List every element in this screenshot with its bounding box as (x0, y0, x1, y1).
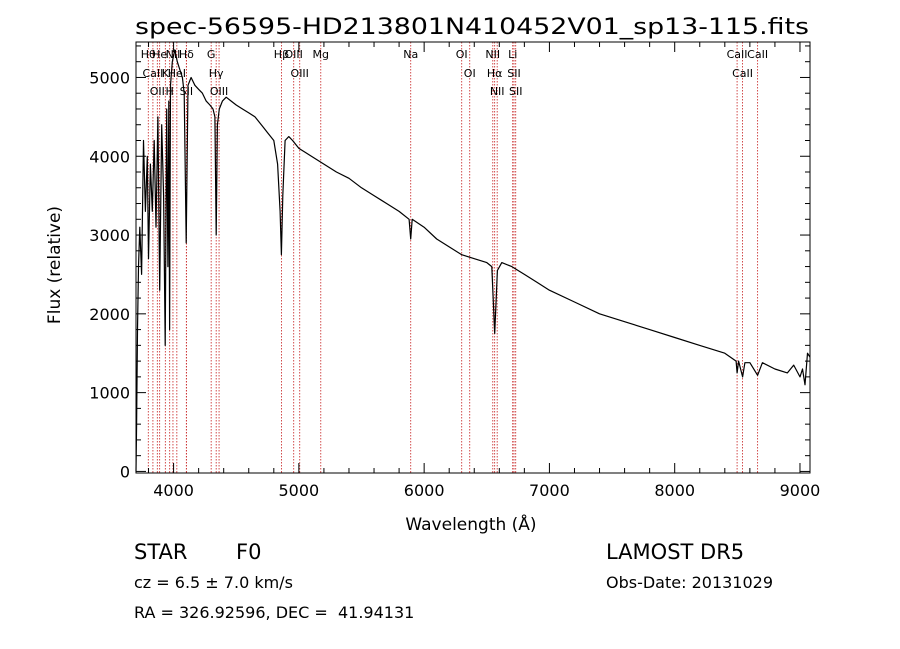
line-label-28: CaII (747, 48, 768, 61)
y-tick-label-0: 0 (120, 462, 130, 481)
coordinates: RA = 326.92596, DEC = 41.94131 (134, 603, 415, 622)
emission-line-labels: HθCaIIOIIHeKHNIIHeIHδSIIGHγOIIIHβOIIIOII… (141, 48, 768, 98)
object-type: STAR (134, 540, 188, 564)
line-label-1: CaII (142, 67, 163, 80)
line-label-18: OI (456, 48, 468, 61)
y-tick-label-2: 2000 (89, 305, 130, 324)
line-label-16: Mg (313, 48, 329, 61)
line-label-0: Hθ (141, 48, 156, 61)
line-label-26: CaII (727, 48, 748, 61)
chart-title: spec-56595-HD213801N410452V01_sp13-115.f… (135, 15, 809, 40)
line-label-13: Hβ (274, 48, 289, 61)
line-label-9: SII (180, 85, 193, 98)
line-label-22: NII (490, 85, 505, 98)
line-label-27: CaII (732, 67, 753, 80)
x-tick-label-5: 9000 (780, 481, 821, 500)
line-label-11: Hγ (209, 67, 224, 80)
y-tick-label-3: 3000 (89, 226, 130, 245)
line-label-7: HeI (168, 67, 186, 80)
y-tick-label-1: 1000 (89, 384, 130, 403)
line-label-25: SII (509, 85, 522, 98)
x-tick-label-4: 8000 (654, 481, 695, 500)
observation-date: Obs-Date: 20131029 (606, 573, 774, 592)
line-label-3: He (152, 48, 167, 61)
line-label-8: Hδ (179, 48, 194, 61)
line-label-17: Na (403, 48, 418, 61)
subclass: F0 (236, 540, 262, 564)
line-label-2: OII (150, 85, 165, 98)
x-tick-label-3: 7000 (529, 481, 570, 500)
y-tick-label-4: 4000 (89, 147, 130, 166)
line-label-19: OI (464, 67, 476, 80)
line-label-10: G (207, 48, 216, 61)
redshift-value: cz = 6.5 ± 7.0 km/s (134, 573, 293, 592)
plot-frame (135, 41, 811, 474)
line-label-20: NII (485, 48, 500, 61)
y-axis-label: Flux (relative) (45, 206, 65, 324)
line-label-21: Hα (487, 67, 503, 80)
line-label-5: H (166, 85, 174, 98)
y-tick-label-5: 5000 (89, 68, 130, 87)
x-axis-label: Wavelength (Å) (405, 513, 536, 535)
line-label-12: OIII (210, 85, 228, 98)
line-label-14: OIII (285, 48, 303, 61)
spectrum-line (135, 49, 811, 472)
line-label-15: OIII (291, 67, 309, 80)
x-tick-label-1: 5000 (279, 481, 320, 500)
line-label-24: SII (507, 67, 520, 80)
survey-name: LAMOST DR5 (606, 540, 745, 564)
axis-ticks: 4000 5000 6000 7000 8000 9000 0 1000 2000 3000 400… (89, 42, 820, 500)
x-tick-label-0: 4000 (153, 481, 194, 500)
x-tick-label-2: 6000 (404, 481, 445, 500)
line-label-23: Li (508, 48, 517, 61)
line-label-4: K (162, 67, 170, 80)
